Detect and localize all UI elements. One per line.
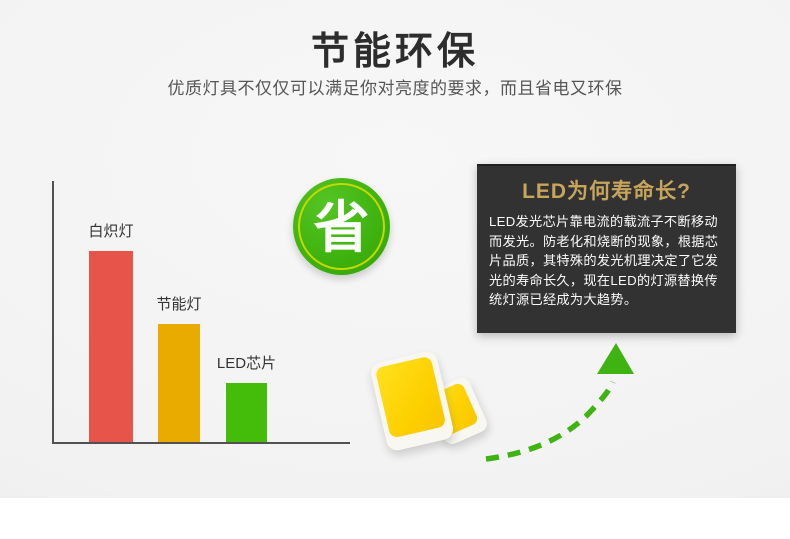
badge-label: 省	[313, 196, 370, 259]
lamp-comparison-bar-chart: 白炽灯 节能灯 LED芯片	[52, 181, 350, 444]
led-lifespan-info-box: LED为何寿命长? LED发光芯片靠电流的载流子不断移动而发光。防老化和烧断的现…	[477, 164, 736, 333]
bar-energy-saving-lamp	[158, 324, 200, 442]
bar-group-energy-saving-lamp: 节能灯	[156, 179, 202, 442]
info-box-body: LED发光芯片靠电流的载流子不断移动而发光。防老化和烧断的现象，根据芯片品质，其…	[489, 214, 719, 307]
badge-ring	[298, 183, 385, 270]
chart-y-axis	[52, 181, 54, 444]
bar-group-incandescent: 白炽灯	[88, 179, 134, 442]
led-chip-yellow-face	[374, 355, 447, 439]
info-box-title: LED为何寿命长?	[522, 180, 691, 203]
page-subtitle: 优质灯具不仅仅可以满足你对亮度的要求，而且省电又环保	[167, 79, 623, 98]
bar-led-chip	[226, 383, 267, 442]
save-badge: 省	[293, 178, 390, 275]
page-title: 节能环保	[310, 31, 479, 73]
bar-label-energy-saving-lamp: 节能灯	[156, 296, 202, 313]
bar-label-incandescent: 白炽灯	[88, 223, 134, 240]
bar-incandescent	[89, 251, 133, 442]
bar-group-led-chip: LED芯片	[217, 179, 276, 442]
chart-x-axis	[52, 442, 350, 444]
bar-label-led-chip: LED芯片	[216, 355, 277, 372]
